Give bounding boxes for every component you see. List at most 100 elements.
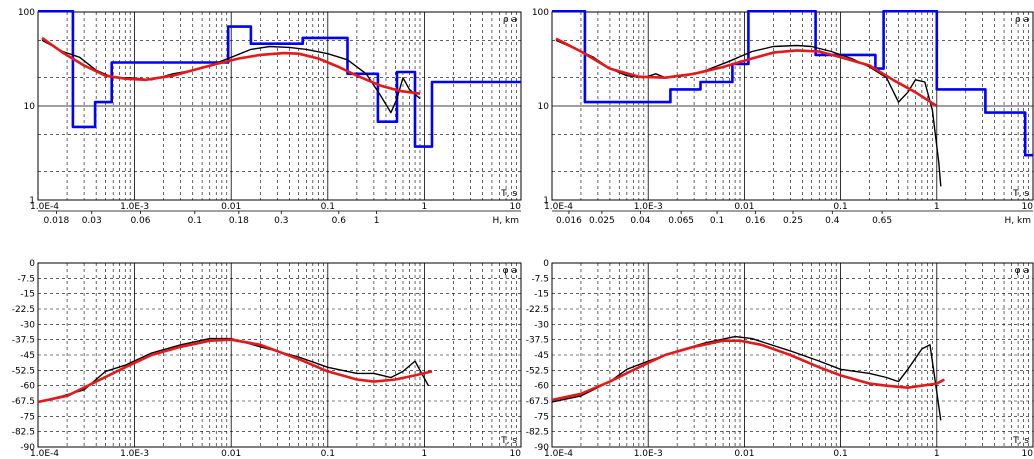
y-tick-label: -67.5 (526, 397, 549, 407)
x-tick-label: 1.0E-4 (30, 449, 59, 459)
x-tick-label: 1 (934, 202, 940, 212)
y-tick-label: 100 (532, 8, 549, 18)
x-tick-label: 1.0E-3 (120, 202, 149, 212)
series-line-3 (41, 36, 421, 95)
x-tick-label: 10 (510, 202, 522, 212)
series-group (552, 10, 1033, 187)
y-tick-label: 100 (18, 8, 35, 18)
x-axis-label: T, s (1012, 436, 1029, 446)
y-tick-label: -15 (534, 290, 549, 300)
y-tick-label: 10 (538, 102, 550, 112)
x-tick-label: 0.1 (321, 202, 335, 212)
depth-tick-label: 0.4 (825, 216, 840, 226)
depth-tick-label: 0.065 (668, 216, 694, 226)
y-tick-label: -52.5 (526, 366, 549, 376)
y-tick-label: -22.5 (526, 305, 549, 315)
depth-tick-label: 1 (374, 216, 380, 226)
x-tick-label: 1.0E-3 (120, 449, 149, 459)
depth-tick-label: 0.016 (556, 216, 582, 226)
x-tick-label: 1 (422, 202, 428, 212)
y-tick-label: -45 (534, 351, 549, 361)
depth-tick-label: 0.6 (332, 216, 347, 226)
depth-tick-label: 0.018 (44, 216, 70, 226)
y-tick-label: -90 (20, 443, 35, 453)
x-tick-label: 0.1 (321, 449, 335, 459)
depth-tick-label: 0.16 (745, 216, 765, 226)
y-tick-label: 1 (29, 196, 35, 206)
x-tick-label: 10 (1022, 449, 1034, 459)
y-tick-label: -15 (20, 290, 35, 300)
series-line-1 (552, 335, 942, 421)
chart-panel-phi-left: 0 -7.5 -15 -22.5 -30 -37.5 -45 -52.5 -60 -67.5 -75… (12, 259, 522, 459)
series-line-2 (555, 39, 942, 187)
chart-panel-rho-left: 1 10 100 1.0E-4 1.0E-3 0.01 0.1 1 10 ρ a T, s 0.018… (18, 8, 522, 226)
x-tick-label: 0.01 (221, 202, 241, 212)
depth-tick-label: 0.25 (783, 216, 803, 226)
x-tick-label: 1.0E-4 (30, 202, 59, 212)
x-tick-label: 0.01 (734, 449, 754, 459)
y-tick-label: -82.5 (526, 428, 549, 438)
y-tick-label: -30 (20, 320, 35, 330)
plot-frame (37, 262, 522, 448)
series-group (552, 335, 946, 421)
y-tick-label: -67.5 (12, 397, 35, 407)
y-tick-label: -60 (20, 382, 35, 392)
depth-tick-label: 0.1 (188, 216, 202, 226)
y-tick-label: -45 (20, 351, 35, 361)
x-tick-label: 0.1 (833, 202, 847, 212)
y-axis-label: φ a (1015, 266, 1029, 276)
depth-tick-label: 0.03 (82, 216, 102, 226)
chart-panel-rho-right: 1 10 100 1.0E-4 1.0E-3 0.01 0.1 1 10 ρ a T, s 0.016… (532, 8, 1034, 226)
y-tick-label: -22.5 (12, 305, 35, 315)
series-line-3 (555, 37, 938, 108)
y-tick-label: -7.5 (17, 274, 35, 284)
x-tick-label: 10 (510, 449, 522, 459)
depth-tick-label: 0.65 (872, 216, 892, 226)
series-line-2 (38, 338, 433, 404)
y-tick-label: -37.5 (526, 336, 549, 346)
x-axis-label: T, s (500, 189, 517, 199)
y-tick-label: -75 (20, 412, 35, 422)
series-line-1 (552, 10, 1033, 157)
y-tick-label: 1 (543, 196, 549, 206)
depth-tick-label: 0.3 (274, 216, 288, 226)
y-tick-label: -7.5 (531, 274, 549, 284)
y-tick-label: 10 (24, 102, 36, 112)
x-tick-label: 0.01 (734, 202, 754, 212)
depth-axis-label: H, km (1005, 216, 1031, 226)
y-tick-label: -90 (534, 443, 549, 453)
series-line-2 (552, 339, 946, 402)
depth-tick-label: 0.1 (710, 216, 724, 226)
depth-tick-label: 0.06 (130, 216, 150, 226)
plot-frame (551, 262, 1034, 448)
y-tick-label: -52.5 (12, 366, 35, 376)
y-tick-label: -82.5 (12, 428, 35, 438)
x-tick-label: 1.0E-4 (544, 202, 573, 212)
depth-axis-label: H, km (493, 216, 519, 226)
x-tick-label: 0.01 (221, 449, 241, 459)
y-axis-label: φ a (503, 266, 517, 276)
depth-tick-label: 0.025 (589, 216, 615, 226)
depth-tick-label: 0.18 (229, 216, 249, 226)
y-tick-label: -30 (534, 320, 549, 330)
x-tick-label: 1.0E-4 (544, 449, 573, 459)
x-axis-label: T, s (1012, 189, 1029, 199)
y-tick-label: -37.5 (12, 336, 35, 346)
y-axis-label: ρ a (1015, 15, 1029, 25)
series-line-1 (38, 10, 521, 148)
y-tick-label: 0 (543, 259, 549, 269)
y-axis-label: ρ a (503, 15, 517, 25)
x-axis-label: T, s (500, 436, 517, 446)
x-tick-label: 0.1 (833, 449, 847, 459)
x-tick-label: 1.0E-3 (634, 202, 663, 212)
chart-panel-phi-right: 0 -7.5 -15 -22.5 -30 -37.5 -45 -52.5 -60 -67.5 -75… (526, 259, 1034, 459)
series-group (38, 337, 433, 404)
y-tick-label: -60 (534, 382, 549, 392)
x-tick-label: 1.0E-3 (634, 449, 663, 459)
depth-tick-label: 0.04 (630, 216, 650, 226)
x-tick-label: 1 (422, 449, 428, 459)
y-tick-label: -75 (534, 412, 549, 422)
x-tick-label: 1 (934, 449, 940, 459)
x-tick-label: 10 (1022, 202, 1034, 212)
